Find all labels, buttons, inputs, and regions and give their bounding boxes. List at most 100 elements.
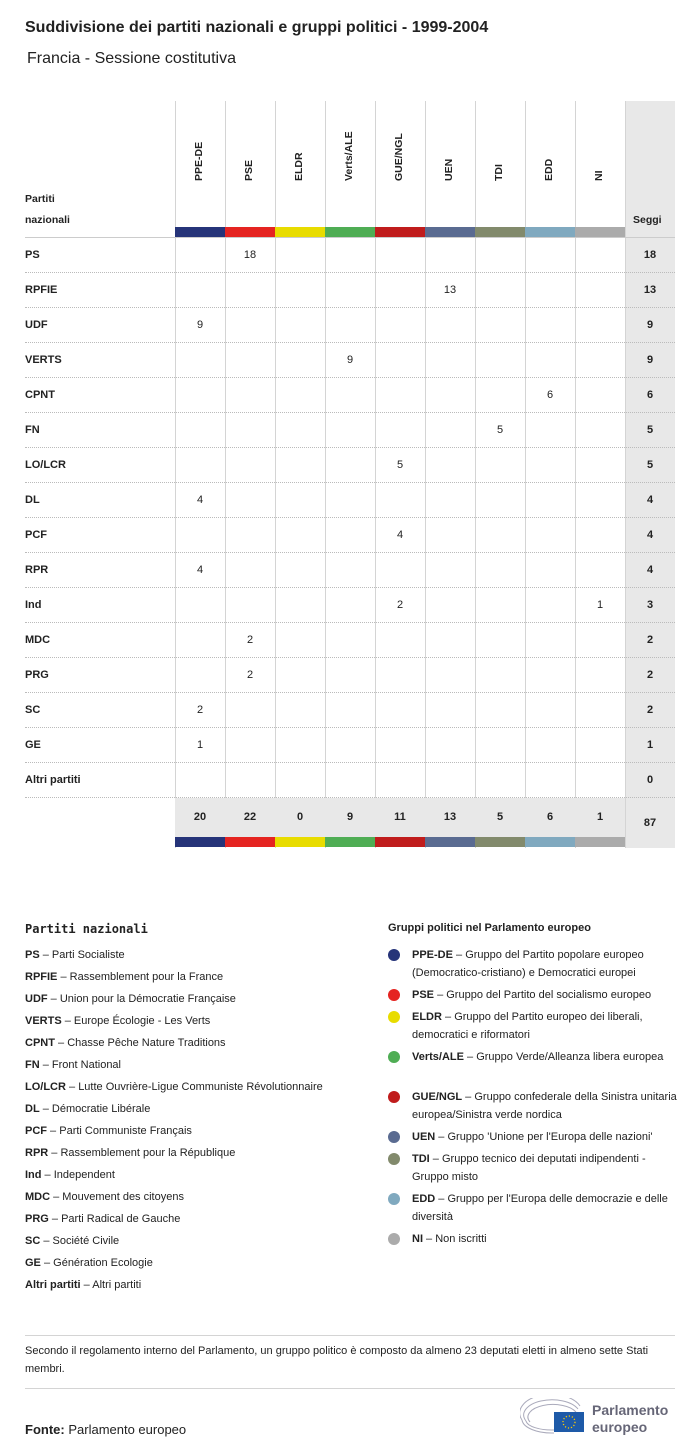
seat-value: 5	[496, 424, 504, 436]
legend-name: Démocratie Libérale	[51, 1103, 151, 1115]
national-legend-item: RPFIE – Rassemblement pour la France	[25, 971, 224, 983]
legend-text: GUE/NGL – Gruppo confederale della Sinis…	[412, 1091, 677, 1121]
divider	[25, 1388, 675, 1389]
party-label: FN	[25, 424, 40, 436]
groups-legend-title: Gruppi politici nel Parlamento europeo	[388, 922, 591, 934]
legend-name: Front National	[51, 1059, 121, 1071]
legend-text: NI – Non iscritti	[412, 1233, 487, 1245]
legend-abbr: UEN	[412, 1131, 436, 1143]
legend-abbr: FN	[25, 1059, 40, 1071]
group-legend-item: EDD – Gruppo per l'Europa delle democraz…	[388, 1190, 680, 1226]
legend-abbr: PCF	[25, 1125, 47, 1137]
legend-name: Non iscritti	[435, 1233, 487, 1245]
legend-abbr: SC	[25, 1235, 41, 1247]
legend-abbr: PSE	[412, 989, 435, 1001]
party-label: CPNT	[25, 389, 55, 401]
group-color-bar	[425, 837, 475, 847]
column-divider	[625, 101, 626, 848]
legend-text: Verts/ALE – Gruppo Verde/Alleanza libera…	[412, 1051, 664, 1063]
table-row: RPFIE 13 13	[25, 273, 675, 308]
table-row: RPR 4 4	[25, 553, 675, 588]
group-color-bar	[325, 837, 375, 847]
national-legend-item: Altri partiti – Altri partiti	[25, 1279, 142, 1291]
legend-text: ELDR – Gruppo del Partito europeo dei li…	[412, 1011, 643, 1041]
column-header: PPE-DE	[193, 141, 205, 181]
legend-name: Gruppo tecnico dei deputati indipendenti…	[412, 1153, 646, 1183]
chart-subtitle: Francia - Sessione costitutiva	[27, 50, 236, 67]
legend-name: Parti Communiste Français	[59, 1125, 192, 1137]
legend-abbr: Verts/ALE	[412, 1051, 464, 1063]
column-header: PSE	[243, 159, 255, 181]
national-legend-title: Partiti nazionali	[25, 922, 148, 936]
legend-name: Gruppo 'Unione per l'Europa delle nazion…	[447, 1131, 653, 1143]
column-total: 5	[496, 811, 504, 823]
table-row: DL 4 4	[25, 483, 675, 518]
party-label: PCF	[25, 529, 47, 541]
legend-dot-icon	[388, 1131, 400, 1143]
group-color-bar	[275, 837, 325, 847]
legend-name: Gruppo confederale della Sinistra unitar…	[412, 1091, 677, 1121]
national-legend-item: PRG – Parti Radical de Gauche	[25, 1213, 181, 1225]
seggi-column-bg	[625, 101, 675, 848]
group-color-bar	[575, 837, 625, 847]
seat-table: Partiti nazionali Seggi PPE-DE PSE ELDR Ver…	[25, 101, 675, 848]
legend-name: Génération Ecologie	[53, 1257, 153, 1269]
group-color-bar	[475, 837, 525, 847]
national-legend-item: DL – Démocratie Libérale	[25, 1103, 151, 1115]
column-total: 0	[296, 811, 304, 823]
legend-text: EDD – Gruppo per l'Europa delle democraz…	[412, 1193, 668, 1223]
national-legend-item: PS – Parti Socialiste	[25, 949, 125, 961]
seat-value: 18	[243, 249, 257, 261]
table-row: Ind 2 1 3	[25, 588, 675, 623]
column-divider	[575, 101, 576, 848]
parliament-logo: Parlamento europeo	[519, 1393, 680, 1438]
column-divider	[275, 101, 276, 848]
hemicycle-icon	[519, 1393, 584, 1434]
party-label: SC	[25, 704, 41, 716]
group-legend-item: NI – Non iscritti	[388, 1230, 680, 1248]
table-row: LO/LCR 5 5	[25, 448, 675, 483]
table-row: CPNT 6 6	[25, 378, 675, 413]
party-label: RPFIE	[25, 284, 58, 296]
legend-name: Parti Radical de Gauche	[61, 1213, 181, 1225]
column-header: GUE/NGL	[393, 133, 405, 181]
group-color-bar	[375, 837, 425, 847]
table-row: Altri partiti 0	[25, 763, 675, 798]
national-legend-item: GE – Génération Ecologie	[25, 1257, 153, 1269]
legend-abbr: MDC	[25, 1191, 51, 1203]
legend-name: Mouvement des citoyens	[62, 1191, 184, 1203]
seat-value: 4	[396, 529, 404, 541]
legend-abbr: NI	[412, 1233, 423, 1245]
legend-abbr: Altri partiti	[25, 1279, 81, 1291]
column-divider	[425, 101, 426, 848]
group-color-bar	[225, 227, 275, 237]
legend-name: Parti Socialiste	[51, 949, 125, 961]
seat-value: 2	[196, 704, 204, 716]
row-total: 13	[643, 284, 657, 296]
row-total: 5	[646, 459, 654, 471]
row-total: 4	[646, 529, 654, 541]
legend-name: Union pour la Démocratie Française	[59, 993, 236, 1005]
group-color-bar	[175, 837, 225, 847]
legend-name: Gruppo del Partito europeo dei liberali,…	[412, 1011, 643, 1041]
party-label: PRG	[25, 669, 49, 681]
column-divider	[175, 101, 176, 848]
column-header: NI	[593, 170, 605, 182]
table-row: UDF 9 9	[25, 308, 675, 343]
party-label: UDF	[25, 319, 48, 331]
group-color-bar	[325, 227, 375, 237]
legend-name: Europe Écologie - Les Verts	[73, 1015, 211, 1027]
national-legend-item: PCF – Parti Communiste Français	[25, 1125, 192, 1137]
national-legend-item: SC – Société Civile	[25, 1235, 120, 1247]
legend-abbr: ELDR	[412, 1011, 442, 1023]
legend-dot-icon	[388, 1153, 400, 1165]
column-header: UEN	[443, 158, 455, 181]
table-row: PRG 2 2	[25, 658, 675, 693]
group-legend-item: PSE – Gruppo del Partito del socialismo …	[388, 986, 680, 1004]
party-label: Altri partiti	[25, 774, 81, 786]
legend-dot-icon	[388, 1233, 400, 1245]
national-legend-item: Ind – Independent	[25, 1169, 115, 1181]
legend-dot-icon	[388, 989, 400, 1001]
column-divider	[475, 101, 476, 848]
legend-name: Gruppo del Partito popolare europeo (Dem…	[412, 949, 644, 979]
